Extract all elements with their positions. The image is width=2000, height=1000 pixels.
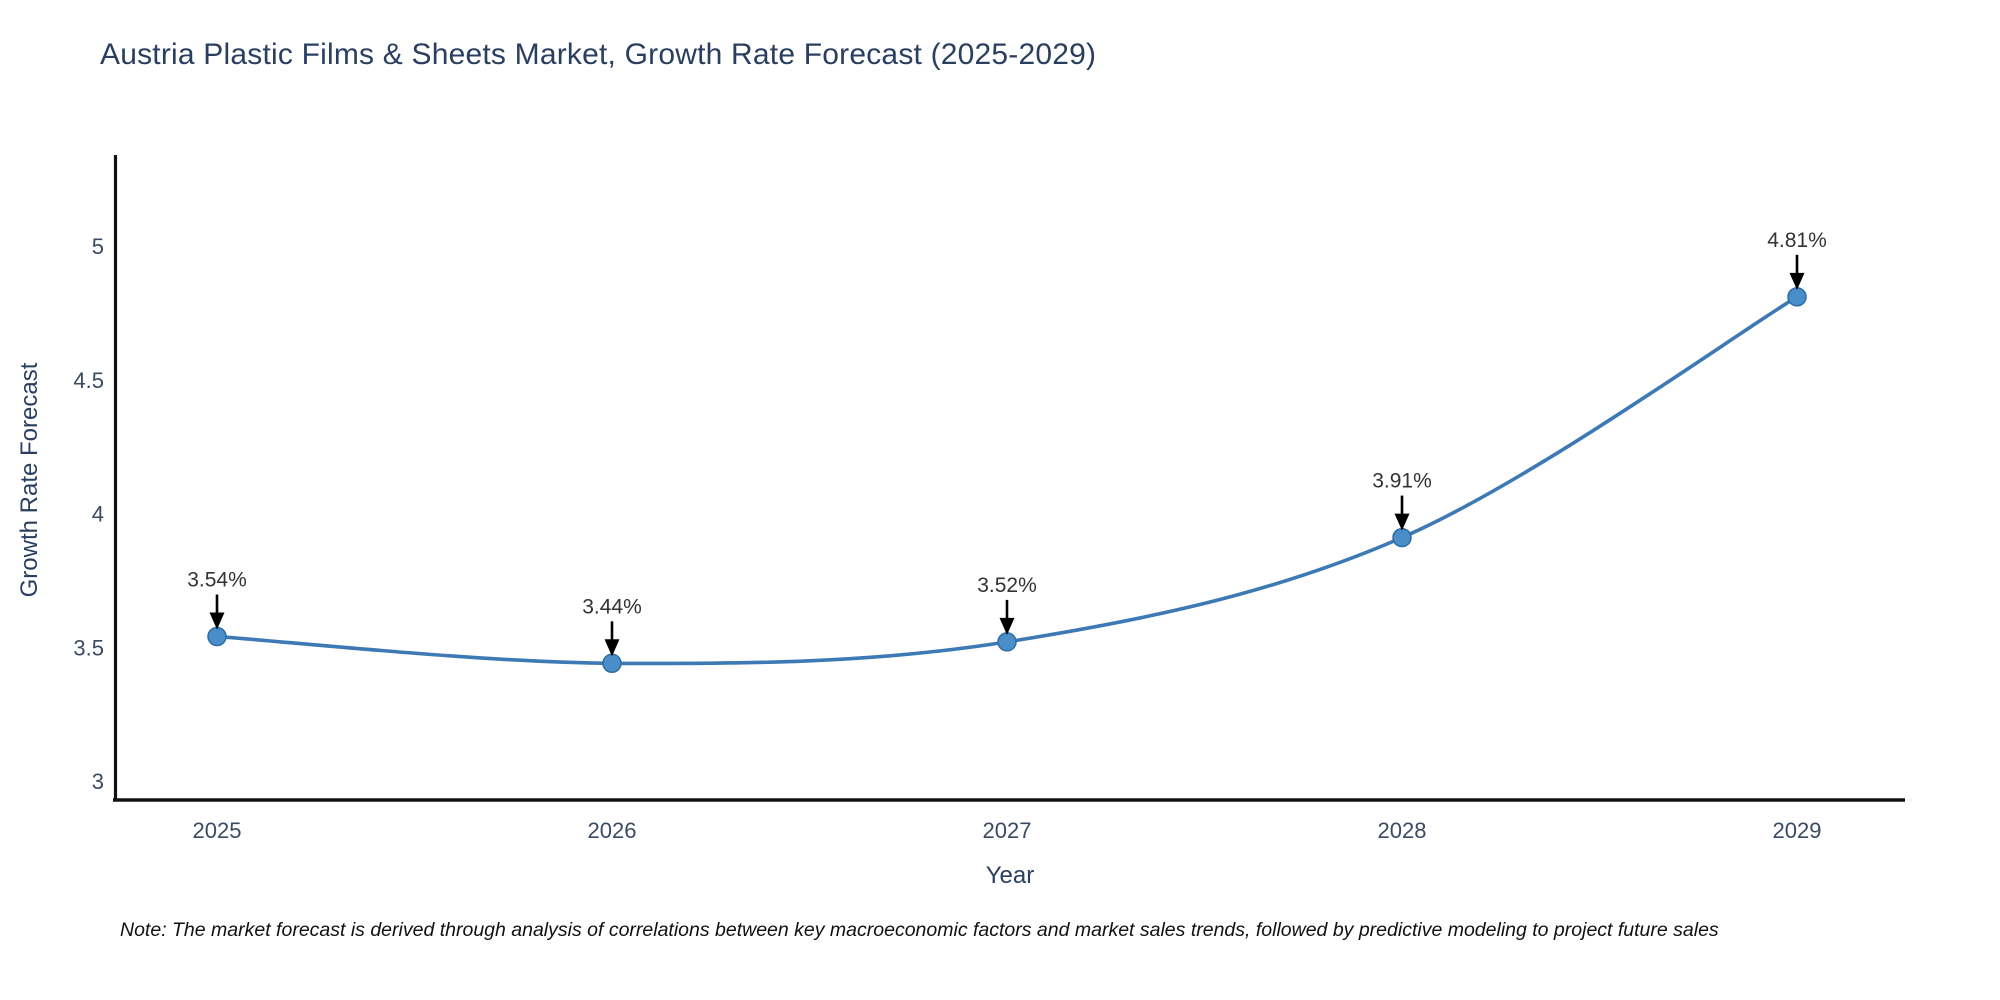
data-point-2029[interactable] bbox=[1787, 287, 1807, 307]
x-tick-2025: 2025 bbox=[193, 818, 242, 843]
annotation-arrowhead-2028 bbox=[1394, 513, 1410, 531]
x-tick-2027: 2027 bbox=[983, 818, 1032, 843]
data-point-2025[interactable] bbox=[207, 626, 227, 647]
data-point-2026[interactable] bbox=[602, 653, 622, 674]
data-point-2027[interactable] bbox=[997, 632, 1017, 652]
y-tick-3.5: 3.5 bbox=[73, 635, 104, 660]
x-tick-2028: 2028 bbox=[1378, 818, 1427, 843]
axes bbox=[113, 155, 1905, 802]
x-tick-2026: 2026 bbox=[588, 818, 637, 843]
y-tick-4.5: 4.5 bbox=[73, 368, 104, 393]
y-tick-5: 5 bbox=[92, 234, 104, 259]
y-tick-3: 3 bbox=[92, 769, 104, 794]
y-tick-4: 4 bbox=[92, 502, 104, 527]
annotation-arrowhead-2026 bbox=[604, 639, 620, 657]
x-axis-tick-labels: 2025 2026 2027 2028 2029 bbox=[193, 818, 1822, 843]
annotation-label-2028: 3.91% bbox=[1372, 470, 1432, 493]
x-tick-2029: 2029 bbox=[1773, 818, 1822, 843]
y-axis-tick-labels: 3 3.5 4 4.5 5 bbox=[73, 234, 104, 794]
annotation-arrowhead-2029 bbox=[1789, 272, 1805, 290]
point-annotations: 3.54% 3.44% 3.52% 3.91% 4.81% bbox=[187, 229, 1827, 657]
annotation-arrowhead-2027 bbox=[999, 617, 1015, 635]
annotation-label-2026: 3.44% bbox=[582, 595, 642, 618]
annotation-label-2027: 3.52% bbox=[977, 574, 1037, 597]
annotation-label-2025: 3.54% bbox=[187, 569, 247, 592]
y-axis-title: Growth Rate Forecast bbox=[16, 362, 43, 598]
chart-title: Austria Plastic Films & Sheets Market, G… bbox=[100, 38, 1097, 71]
x-axis-title: Year bbox=[985, 862, 1035, 889]
data-point-2028[interactable] bbox=[1392, 527, 1412, 548]
annotation-label-2029: 4.81% bbox=[1767, 229, 1827, 252]
growth-rate-series bbox=[207, 287, 1807, 674]
footnote: Note: The market forecast is derived thr… bbox=[120, 919, 1719, 941]
annotation-arrowhead-2025 bbox=[209, 612, 225, 630]
